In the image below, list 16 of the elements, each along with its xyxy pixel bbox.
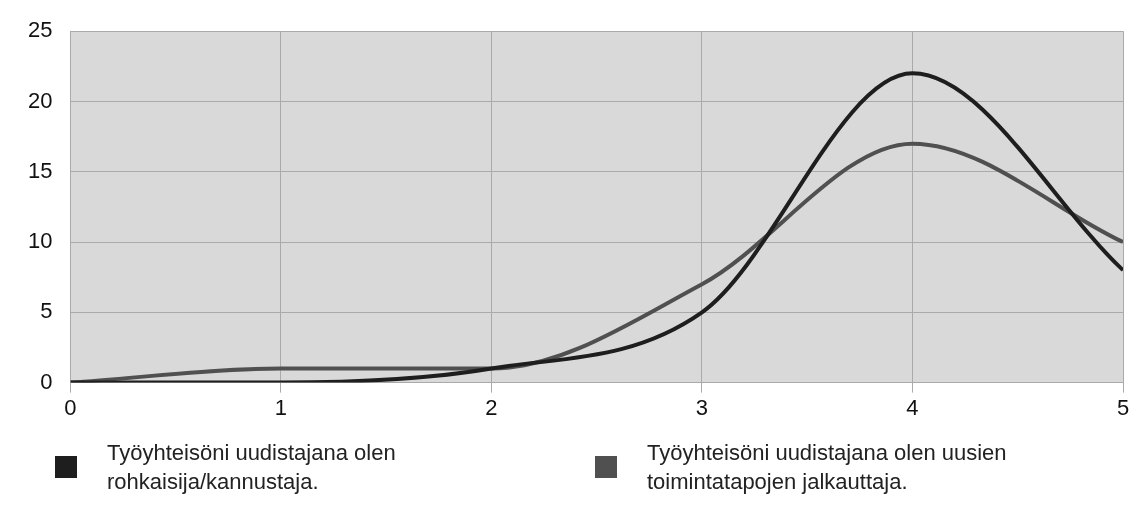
x-tick-label: 1: [274, 394, 288, 420]
y-tick-label: 25: [27, 17, 53, 43]
y-tick-label: 0: [40, 368, 53, 394]
y-tick-label: 5: [40, 298, 53, 324]
x-tick-label: 5: [1116, 394, 1130, 420]
line-series: [70, 141, 1123, 383]
legend-label: Työyhteisöni uudistajana olen rohkaisija/kannustaja.: [107, 439, 397, 496]
y-tick-label: 20: [27, 87, 53, 113]
x-tick-label: 2: [485, 394, 498, 420]
y-tick-label: 10: [27, 228, 53, 254]
x-tick-label: 3: [695, 394, 709, 420]
x-tick-label: 4: [906, 394, 919, 420]
legend-label: Työyhteisöni uudistajana olen uusien toimintatapojen jalkauttaja.: [647, 439, 1007, 496]
x-tick-label: 0: [64, 394, 77, 420]
y-tick-label: 15: [27, 157, 53, 183]
line-series: [70, 71, 1123, 383]
